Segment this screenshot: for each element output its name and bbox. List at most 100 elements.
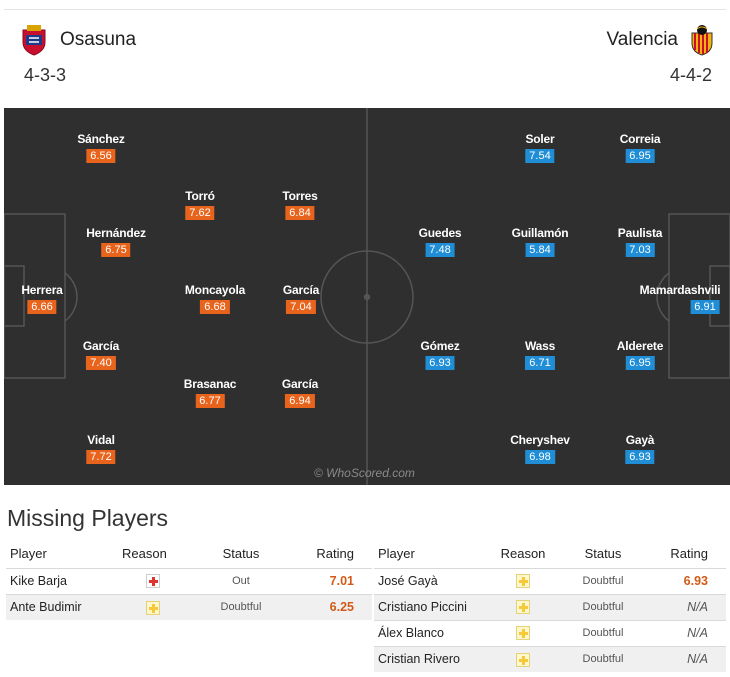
home-player[interactable]: Hernández 6.75: [86, 226, 146, 258]
player-rating: 6.68: [200, 300, 230, 314]
table-row: Kike Barja Out 7.01: [6, 568, 372, 594]
player-rating: 6.75: [101, 243, 131, 257]
column-header-reason: Reason: [500, 546, 546, 562]
player-name: Cheryshev: [510, 433, 570, 447]
valencia-crest-icon: [691, 25, 713, 56]
home-player[interactable]: Torres 6.84: [282, 189, 318, 221]
player-rating: 6.93: [625, 450, 655, 464]
column-header-player: Player: [10, 546, 47, 562]
away-player[interactable]: Gómez 6.93: [420, 339, 460, 371]
osasuna-crest-icon: [22, 25, 46, 56]
player-name: Alderete: [616, 339, 664, 353]
player-rating: 6.91: [690, 300, 720, 314]
away-player[interactable]: Soler 7.54: [525, 132, 555, 164]
player-name[interactable]: Cristian Rivero: [374, 646, 492, 672]
home-player[interactable]: Moncayola 6.68: [185, 283, 245, 315]
player-name: Torres: [282, 189, 318, 203]
home-player[interactable]: Sánchez 6.56: [77, 132, 125, 164]
player-status: Doubtful: [582, 575, 624, 587]
column-header-reason: Reason: [122, 546, 167, 562]
player-rating: N/A: [652, 646, 726, 672]
home-player[interactable]: Brasanac 6.77: [184, 377, 236, 409]
away-player[interactable]: Guedes 7.48: [419, 226, 462, 258]
player-rating: 7.04: [286, 300, 316, 314]
away-missing-table: Player Reason Status Rating José Gayà Do…: [374, 540, 726, 672]
doubtful-icon: [516, 652, 530, 667]
away-player[interactable]: Guillamón 5.84: [512, 226, 569, 258]
player-name[interactable]: Kike Barja: [10, 574, 67, 588]
player-rating: 6.56: [86, 149, 116, 163]
player-rating: 6.25: [294, 594, 372, 620]
home-team[interactable]: Osasuna: [20, 24, 136, 56]
player-name: Correia: [619, 132, 661, 146]
player-name: Wass: [524, 339, 556, 353]
away-player[interactable]: Paulista 7.03: [618, 226, 662, 258]
player-name[interactable]: José Gayà: [378, 574, 438, 588]
column-header-rating: Rating: [316, 546, 354, 562]
home-player[interactable]: García 6.94: [282, 377, 318, 409]
player-rating: 7.54: [525, 149, 555, 163]
away-player[interactable]: Gayà 6.93: [625, 433, 655, 465]
match-header: Osasuna 4-3-3 Valencia 4-4-2: [4, 10, 726, 108]
player-rating: N/A: [652, 594, 726, 620]
player-name: Guedes: [418, 226, 462, 240]
home-player[interactable]: García 7.40: [83, 339, 119, 371]
player-rating: 7.62: [185, 206, 215, 220]
player-rating: 7.01: [329, 574, 354, 588]
missing-players-title: Missing Players: [7, 505, 169, 531]
away-player[interactable]: Cheryshev 6.98: [510, 433, 570, 465]
player-rating: 7.72: [86, 450, 116, 464]
player-name[interactable]: Ante Budimir: [6, 594, 118, 620]
away-player[interactable]: Correia 6.95: [620, 132, 661, 164]
player-status: Doubtful: [554, 594, 652, 620]
player-name: Hernández: [86, 226, 146, 240]
player-rating: 7.40: [86, 356, 116, 370]
home-player[interactable]: Torró 7.62: [185, 189, 215, 221]
player-name: Mamardashvili: [639, 283, 721, 297]
home-team-name: Osasuna: [60, 29, 137, 50]
column-header-status: Status: [584, 546, 622, 562]
player-rating: 6.95: [625, 356, 655, 370]
player-name: Gayà: [625, 433, 655, 447]
player-rating: N/A: [687, 626, 708, 640]
player-rating: 6.71: [525, 356, 555, 370]
player-name: García: [281, 377, 319, 391]
player-rating: 6.77: [195, 394, 225, 408]
home-player[interactable]: Vidal 7.72: [86, 433, 116, 465]
player-rating: 6.66: [27, 300, 57, 314]
away-team[interactable]: Valencia: [607, 24, 716, 56]
player-name: Soler: [525, 132, 555, 146]
player-rating: 6.95: [625, 149, 655, 163]
table-row: José Gayà Doubtful 6.93: [374, 568, 726, 594]
away-player[interactable]: Alderete 6.95: [617, 339, 663, 371]
player-name[interactable]: Álex Blanco: [378, 626, 445, 640]
table-row: Ante Budimir Doubtful 6.25: [6, 594, 372, 620]
column-header-status: Status: [222, 546, 260, 562]
player-name[interactable]: Cristiano Piccini: [374, 594, 492, 620]
top-strip: [4, 0, 726, 10]
home-formation: 4-3-3: [24, 65, 67, 85]
player-rating: 7.48: [425, 243, 455, 257]
player-status: Doubtful: [554, 646, 652, 672]
doubtful-icon: [516, 626, 530, 641]
player-name: Guillamón: [511, 226, 569, 240]
player-rating: 6.94: [285, 394, 315, 408]
player-name: Moncayola: [184, 283, 246, 297]
player-name: Torró: [185, 189, 215, 203]
away-team-name: Valencia: [606, 29, 678, 50]
table-row: Cristian Rivero Doubtful N/A: [374, 646, 726, 672]
player-rating: 6.93: [425, 356, 455, 370]
watermark: © WhoScored.com: [314, 466, 415, 480]
player-name: Vidal: [87, 433, 115, 447]
player-name: García: [82, 339, 120, 353]
doubtful-icon: [516, 574, 530, 589]
home-player[interactable]: Herrera 6.66: [21, 283, 63, 315]
player-rating: 7.03: [625, 243, 655, 257]
away-player[interactable]: Mamardashvili 6.91: [640, 283, 721, 315]
player-name: Paulista: [617, 226, 663, 240]
away-player[interactable]: Wass 6.71: [525, 339, 555, 371]
away-formation: 4-4-2: [669, 65, 712, 85]
player-status: Doubtful: [582, 627, 624, 639]
home-player[interactable]: García 7.04: [283, 283, 319, 315]
player-name: Brasanac: [183, 377, 237, 391]
